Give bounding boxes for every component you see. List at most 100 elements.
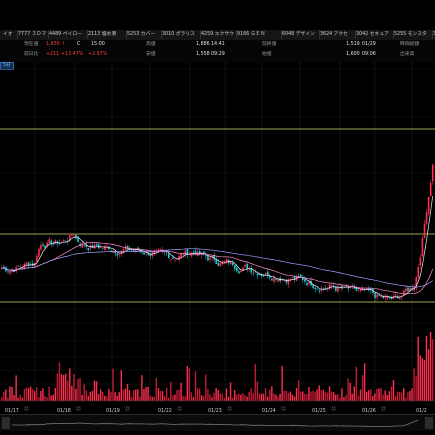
volume-bar — [77, 379, 79, 401]
candlestick-chart[interactable]: 01/17 01/18 01/19 01/22 01/23 01/24 01/25 01/26… — [0, 61, 435, 435]
volume-bar — [102, 391, 104, 401]
date-marker-icon — [76, 406, 81, 411]
stock-tab[interactable]: 4259 エクサウ — [198, 30, 237, 39]
stock-tab[interactable]: 3237 インドラ — [430, 30, 435, 39]
candle-body — [38, 248, 40, 257]
stock-tab[interactable]: 9166 ＧＥＮ — [234, 30, 282, 39]
chart-guide-lines — [0, 128, 435, 303]
volume-bar — [407, 392, 409, 401]
volume-bar — [209, 394, 211, 401]
candle-body — [194, 250, 197, 255]
stock-tab[interactable]: 3042 セキュア — [353, 30, 394, 39]
stock-tab[interactable]: 5255 モンスタ — [391, 30, 433, 39]
volume-bar — [215, 387, 217, 401]
candlestick-series — [1, 163, 434, 302]
volume-bar — [198, 388, 201, 401]
candle-body — [266, 271, 269, 276]
stock-chart-area[interactable]: 5分 01/17 01/18 01/19 01/22 01/23 01/24 01/25 01… — [0, 61, 435, 435]
volume-bar — [409, 390, 411, 401]
volume-bar — [122, 389, 125, 401]
chart-grid — [0, 61, 435, 402]
candle-body — [137, 247, 139, 250]
chart-scrollbar[interactable] — [0, 414, 435, 431]
date-marker-icon — [125, 406, 130, 411]
volume-bar — [271, 386, 273, 401]
candle-body — [390, 297, 393, 300]
volume-bar — [236, 394, 238, 401]
volume-bar — [396, 391, 399, 401]
candle-body — [87, 248, 90, 250]
scroll-left-button[interactable] — [2, 417, 10, 429]
candle-body — [405, 288, 407, 292]
candle-body — [93, 244, 96, 249]
candle-body — [219, 263, 222, 267]
candle-body — [419, 257, 422, 266]
volume-bar — [172, 395, 174, 401]
candle-body — [297, 275, 300, 277]
change-label: 前日比 — [24, 52, 39, 57]
candle-body — [71, 234, 73, 236]
candle-body — [271, 279, 273, 281]
candle-body — [36, 255, 38, 263]
candle-body — [15, 266, 18, 271]
stock-tab[interactable]: イオ — [0, 30, 18, 39]
date-tick-label: 01/25 — [312, 408, 326, 414]
candle-body — [337, 287, 339, 292]
volume-bar — [3, 391, 5, 401]
volume-bar — [97, 394, 100, 401]
candle-body — [384, 296, 387, 298]
volume-bar — [279, 393, 281, 401]
candle-body — [398, 297, 401, 300]
volume-bar — [83, 384, 85, 401]
volume-bar — [349, 382, 351, 401]
volume-bar — [36, 387, 38, 401]
volume-bar — [196, 387, 199, 401]
stock-tab[interactable]: 2113 塩水港 — [85, 30, 127, 39]
stock-tab[interactable]: 4489 ペイロー — [46, 30, 88, 39]
candle-body — [429, 182, 432, 197]
stock-tab[interactable]: 3624 アクセ — [317, 30, 356, 39]
candle-body — [46, 242, 48, 247]
volume-bar — [135, 389, 137, 401]
volume-bar — [355, 366, 358, 401]
volume-bar — [351, 393, 353, 401]
scroll-right-button[interactable] — [425, 417, 433, 429]
volume-bar — [339, 397, 341, 401]
candle-body — [289, 279, 292, 280]
volume-bar — [295, 387, 298, 401]
stock-tab[interactable]: 7777 ３Ｄマ — [15, 30, 49, 39]
candle-body — [316, 288, 319, 290]
volume-bar — [227, 396, 230, 401]
change-percent-secondary: +2.97% — [88, 52, 108, 57]
candle-body — [304, 279, 306, 282]
volume-bar — [219, 393, 221, 401]
candle-body — [122, 249, 125, 252]
candle-body — [17, 265, 20, 267]
candle-body — [56, 241, 59, 244]
stock-tab[interactable]: 5253 カバー — [124, 30, 162, 39]
candle-body — [374, 292, 376, 299]
volume-bar — [29, 386, 32, 401]
volume-bar — [252, 392, 254, 401]
date-marker-icon — [381, 406, 386, 411]
volume-bar — [359, 389, 362, 401]
candle-body — [48, 239, 51, 244]
candle-body — [223, 260, 226, 263]
date-tick-label: 01/24 — [262, 408, 276, 414]
volume-bar — [21, 397, 24, 401]
volume-bar — [269, 389, 271, 401]
low-time: 09:29 — [211, 52, 225, 57]
volume-bar — [165, 387, 168, 401]
chart-period-badge[interactable]: 5分 — [0, 62, 14, 70]
volume-bar — [275, 394, 277, 401]
volume-bar — [52, 394, 54, 401]
volume-bar — [141, 375, 143, 401]
volume-bar — [401, 392, 403, 401]
volume-bar — [99, 389, 102, 401]
market-cap-label: 時価総額 — [400, 42, 420, 47]
stock-tab[interactable]: 6048 デザイン — [279, 30, 320, 39]
current-price-time: 15:00 — [91, 42, 105, 47]
stock-tab[interactable]: 3010 ポラリス — [159, 30, 201, 39]
candle-body — [85, 245, 88, 247]
volume-bar — [427, 349, 430, 401]
